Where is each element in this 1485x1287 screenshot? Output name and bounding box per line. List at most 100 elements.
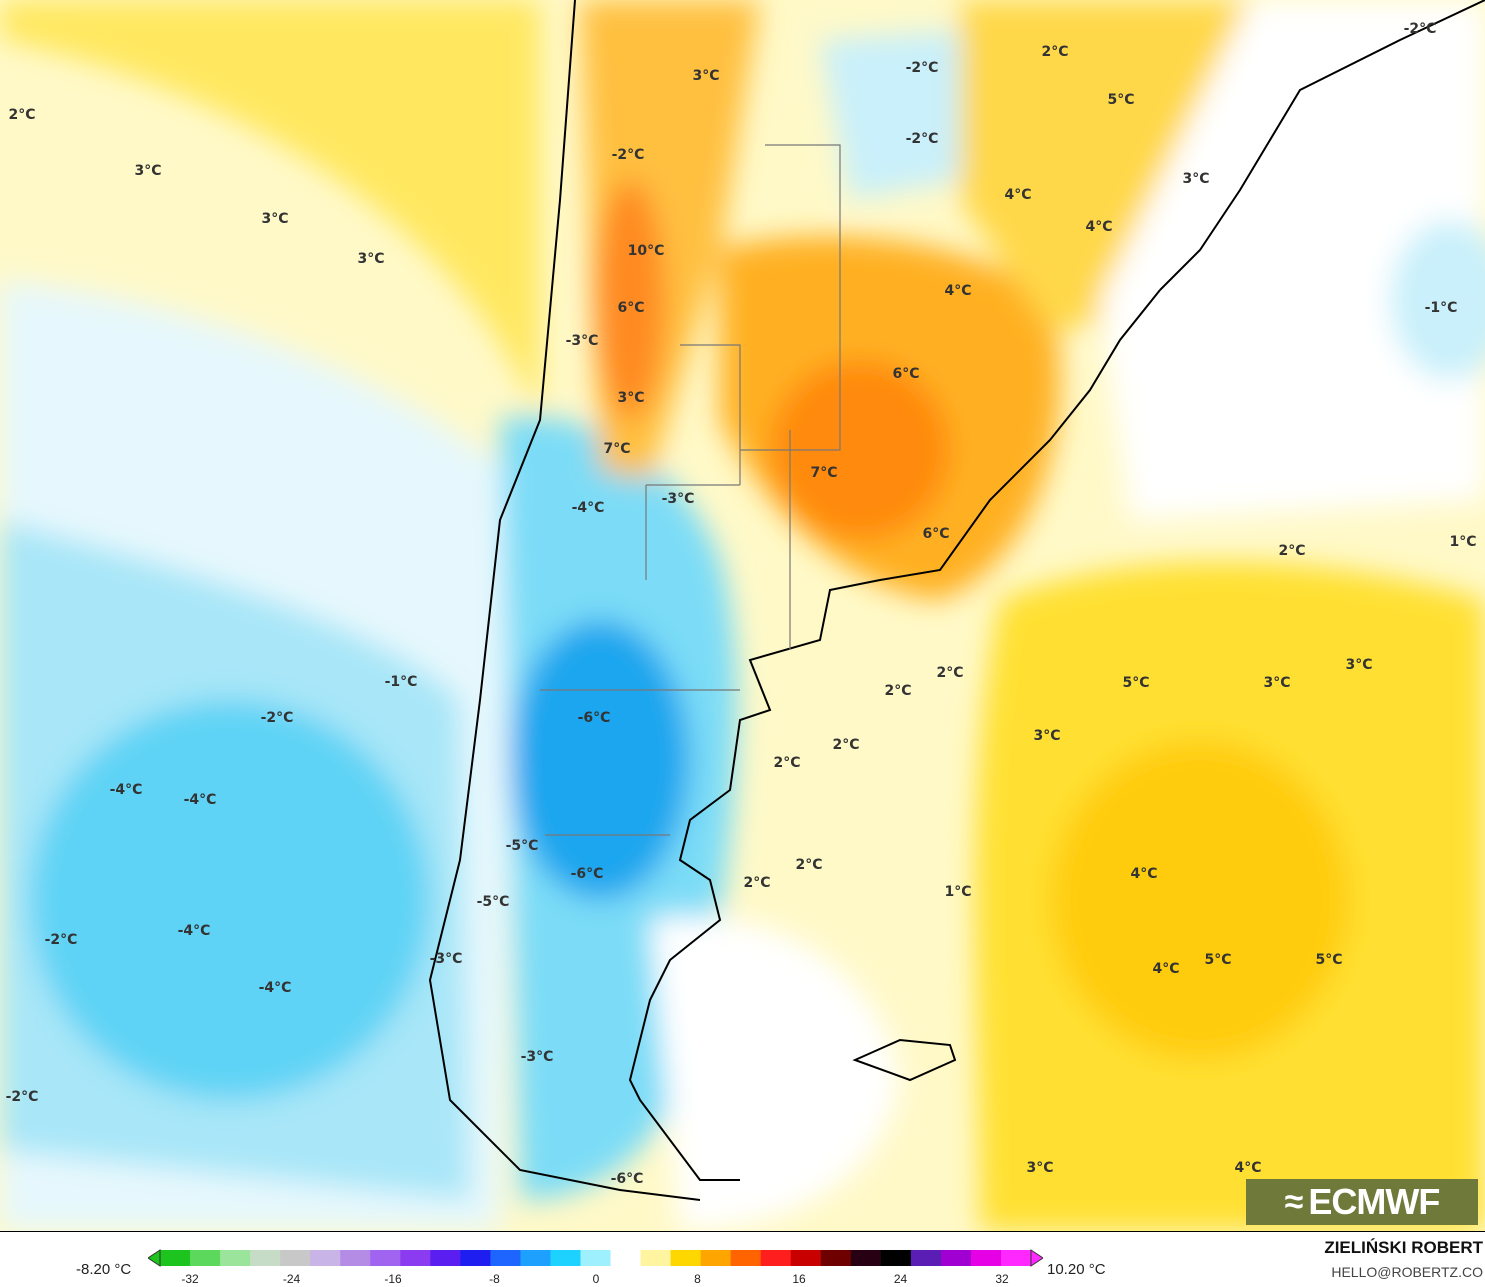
contour-label: -5°C — [476, 894, 510, 910]
contour-label: -3°C — [565, 333, 599, 349]
colorbar-swatch — [460, 1250, 491, 1266]
andes-hot — [595, 180, 665, 420]
contour-label: 1°C — [944, 884, 972, 900]
colorbar-min-arrow — [148, 1249, 161, 1267]
colorbar-tick-label: 32 — [995, 1272, 1009, 1286]
colorbar-tick-label: -24 — [282, 1272, 301, 1286]
author-email: HELLO@ROBERTZ.CO — [1331, 1264, 1483, 1280]
contour-label: 3°C — [617, 390, 645, 406]
colorbar — [148, 1249, 1043, 1267]
colorbar-swatch — [700, 1250, 732, 1266]
colorbar-swatch — [730, 1250, 762, 1266]
atlantic-light — [1100, 0, 1485, 520]
contour-label: 6°C — [922, 526, 950, 542]
contour-label: 2°C — [8, 107, 36, 123]
contour-label: 4°C — [1152, 961, 1180, 977]
contour-label: -6°C — [577, 710, 611, 726]
colorbar-tick-label: 8 — [694, 1272, 701, 1286]
contour-label: 2°C — [773, 755, 801, 771]
brazil-coast — [1159, 0, 1485, 291]
colorbar-swatch — [640, 1250, 672, 1266]
colorbar-swatch — [550, 1250, 581, 1266]
colorbar-swatch — [280, 1250, 311, 1266]
pampas-hot — [770, 360, 950, 540]
coastlines-and-borders — [428, 0, 1485, 1201]
contour-label: 3°C — [357, 251, 385, 267]
contour-label: 6°C — [892, 366, 920, 382]
temperature-anomaly-map: 2°C 3°C 3°C 3°C 3°C -2°C 10°C 6°C -3°C 3°C 7°C -4°C… — [0, 0, 1485, 1232]
contour-label: 7°C — [810, 465, 838, 481]
contour-label: 2°C — [795, 857, 823, 873]
ecmwf-logo-icon: ≈ — [1284, 1182, 1304, 1221]
colorbar-tick-label: -32 — [181, 1272, 199, 1286]
contour-label: 3°C — [134, 163, 162, 179]
contour-label: -4°C — [177, 923, 211, 939]
north-cold — [820, 30, 960, 200]
contour-label: -2°C — [905, 60, 939, 76]
contour-label: 1°C — [1449, 534, 1477, 550]
chile-coastline — [428, 0, 701, 1201]
contour-label: -1°C — [1424, 300, 1458, 316]
colorbar-swatch — [340, 1250, 371, 1266]
contour-label: 2°C — [832, 737, 860, 753]
colorbar-tick-label: -8 — [489, 1272, 500, 1286]
colorbar-swatch — [490, 1250, 521, 1266]
contour-label: 3°C — [692, 68, 720, 84]
contour-label: 4°C — [1234, 1160, 1262, 1176]
contour-label: -3°C — [520, 1049, 554, 1065]
cold-ocean-deep — [30, 700, 430, 1100]
colorbar-swatch — [970, 1250, 1002, 1266]
colorbar-tick-label: -16 — [384, 1272, 402, 1286]
contour-label: -6°C — [610, 1171, 644, 1187]
contour-label: -4°C — [183, 792, 217, 808]
colorbar-swatch — [610, 1250, 642, 1266]
colorbar-swatch — [430, 1250, 461, 1266]
contour-label: -2°C — [905, 131, 939, 147]
atlantic-cold — [1390, 220, 1485, 380]
contour-label: 6°C — [617, 300, 645, 316]
contour-label: -1°C — [384, 674, 418, 690]
colorbar-swatch — [160, 1250, 191, 1266]
footer: -8.20 °C -32 -24 -16 -8 0 8 16 24 32 10.20 °C ZI… — [0, 1232, 1485, 1287]
colorbar-swatch — [880, 1250, 912, 1266]
contour-label: -6°C — [570, 866, 604, 882]
contour-label: 2°C — [1278, 543, 1306, 559]
colorbar-swatch — [670, 1250, 702, 1266]
contour-label: -2°C — [5, 1089, 39, 1105]
colorbar-min-label: -8.20 °C — [76, 1261, 132, 1278]
colorbar-swatch — [310, 1250, 341, 1266]
colorbar-swatch — [760, 1250, 792, 1266]
colorbar-swatch — [370, 1250, 401, 1266]
colorbar-swatch — [580, 1250, 612, 1266]
contour-label: 3°C — [261, 211, 289, 227]
argentina-atlantic-coast — [628, 289, 1161, 1181]
contour-label: 3°C — [1345, 657, 1373, 673]
contour-label: -4°C — [109, 782, 143, 798]
colorbar-swatch — [250, 1250, 281, 1266]
contour-label: 5°C — [1315, 952, 1343, 968]
colorbar-swatch — [940, 1250, 972, 1266]
province-borders — [540, 144, 841, 836]
patagonia-cold-core — [510, 620, 690, 900]
contour-label: 4°C — [1004, 187, 1032, 203]
colorbar-max-arrow — [1030, 1249, 1043, 1267]
colorbar-swatch — [520, 1250, 551, 1266]
colorbar-swatch — [820, 1250, 852, 1266]
contour-label: -3°C — [429, 951, 463, 967]
contour-label: 2°C — [1041, 44, 1069, 60]
colorbar-max-label: 10.20 °C — [1047, 1261, 1106, 1278]
contour-label: 5°C — [1204, 952, 1232, 968]
contour-label: 3°C — [1026, 1160, 1054, 1176]
contour-label: 5°C — [1122, 675, 1150, 691]
contour-label: -2°C — [44, 932, 78, 948]
falkland-islands — [852, 1038, 957, 1082]
colorbar-swatch — [220, 1250, 251, 1266]
colorbar-swatch — [790, 1250, 822, 1266]
contour-label: -5°C — [505, 838, 539, 854]
logo-text: ECMWF — [1308, 1181, 1440, 1222]
contour-label: 4°C — [944, 283, 972, 299]
warm-pacific — [0, 0, 540, 420]
contour-label: -4°C — [571, 500, 605, 516]
contour-label: 7°C — [603, 441, 631, 457]
colorbar-tick-label: 0 — [592, 1272, 600, 1286]
